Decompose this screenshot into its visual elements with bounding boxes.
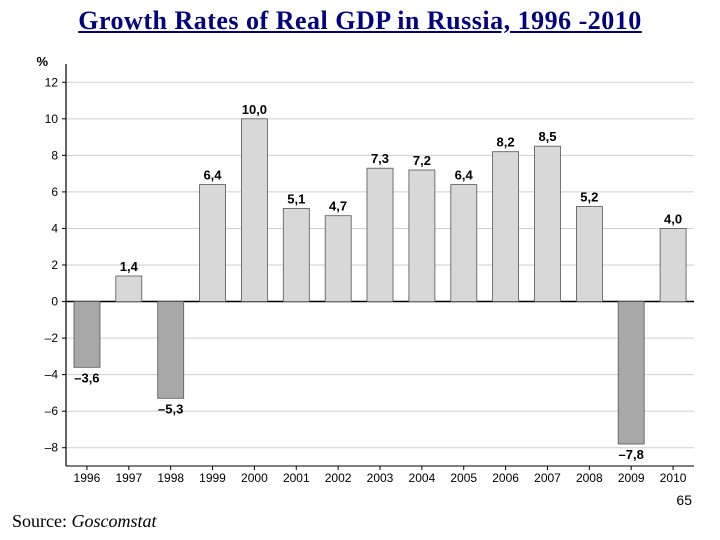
svg-text:5,1: 5,1: [287, 191, 305, 206]
svg-text:–2: –2: [45, 331, 59, 345]
svg-text:7,3: 7,3: [371, 151, 389, 166]
svg-text:–4: –4: [45, 368, 59, 382]
svg-text:1,4: 1,4: [120, 259, 139, 274]
source-caption: Source: Goscomstat: [12, 511, 156, 532]
svg-text:5,2: 5,2: [580, 190, 598, 205]
svg-text:2: 2: [51, 258, 58, 272]
svg-text:–7,8: –7,8: [619, 447, 644, 462]
svg-text:4,0: 4,0: [664, 212, 682, 227]
svg-text:%: %: [36, 54, 48, 69]
svg-text:10: 10: [45, 112, 59, 126]
svg-text:2002: 2002: [325, 471, 352, 485]
svg-text:6: 6: [51, 185, 58, 199]
svg-text:2001: 2001: [283, 471, 310, 485]
svg-text:2005: 2005: [450, 471, 477, 485]
svg-text:–6: –6: [45, 404, 59, 418]
svg-text:0: 0: [51, 295, 58, 309]
svg-text:1999: 1999: [199, 471, 226, 485]
svg-text:4,7: 4,7: [329, 199, 347, 214]
svg-text:–5,3: –5,3: [158, 401, 183, 416]
svg-text:–3,6: –3,6: [74, 370, 99, 385]
svg-text:2010: 2010: [660, 471, 687, 485]
svg-text:2009: 2009: [618, 471, 645, 485]
svg-text:1996: 1996: [74, 471, 101, 485]
svg-text:2000: 2000: [241, 471, 268, 485]
svg-text:6,4: 6,4: [203, 168, 222, 183]
svg-text:–8: –8: [45, 441, 59, 455]
svg-text:8,5: 8,5: [538, 129, 556, 144]
svg-text:7,2: 7,2: [413, 153, 431, 168]
svg-text:2003: 2003: [367, 471, 394, 485]
svg-text:8,2: 8,2: [497, 135, 515, 150]
source-value: Goscomstat: [71, 511, 156, 531]
svg-text:6,4: 6,4: [455, 168, 474, 183]
svg-text:1997: 1997: [115, 471, 142, 485]
source-label: Source:: [12, 511, 71, 531]
page-number: 65: [676, 492, 692, 508]
svg-text:2004: 2004: [409, 471, 436, 485]
svg-text:8: 8: [51, 148, 58, 162]
svg-text:2008: 2008: [576, 471, 603, 485]
svg-text:12: 12: [45, 75, 59, 89]
svg-text:2006: 2006: [492, 471, 519, 485]
svg-text:1998: 1998: [157, 471, 184, 485]
svg-text:10,0: 10,0: [242, 102, 267, 117]
svg-text:2007: 2007: [534, 471, 561, 485]
gdp-bar-chart: –8 –6 –4 –2 0 2 4 6 8 10 12% –3,6 1996 1,4 1997 –5,3 199…: [16, 48, 704, 496]
slide-title: Growth Rates of Real GDP in Russia, 1996…: [0, 6, 720, 36]
svg-text:4: 4: [51, 221, 58, 235]
